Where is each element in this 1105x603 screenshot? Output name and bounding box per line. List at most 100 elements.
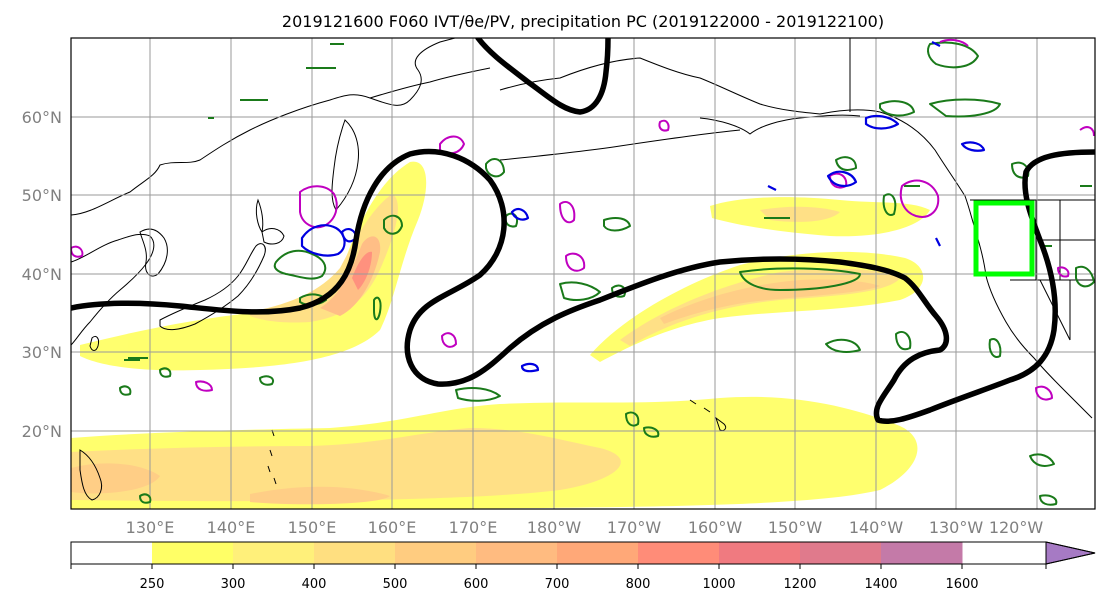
green-contour bbox=[882, 193, 897, 216]
green-contour bbox=[988, 338, 1002, 358]
colorbar-label: 600 bbox=[464, 577, 489, 592]
colorbar-label: 300 bbox=[221, 577, 246, 592]
colorbar-outline bbox=[70, 541, 1096, 565]
magenta-contour bbox=[939, 38, 1095, 137]
colorbar-bin bbox=[881, 542, 963, 564]
lat-label: 40°N bbox=[22, 265, 62, 284]
ivt-filled-contours bbox=[71, 161, 930, 509]
green-contour bbox=[835, 156, 857, 171]
colorbar: 250 300 400 500 600 700 800 1000 1200 1400 1600 bbox=[70, 541, 1096, 592]
coast-alaska bbox=[499, 57, 881, 115]
green-contour bbox=[764, 185, 1092, 247]
colorbar-bin bbox=[800, 542, 882, 564]
green-contour bbox=[603, 217, 631, 232]
colorbar-bin bbox=[233, 542, 315, 564]
green-contour bbox=[273, 249, 327, 280]
blue-contour bbox=[826, 170, 858, 188]
coast-hawaii bbox=[689, 399, 727, 431]
colorbar-label: 800 bbox=[626, 577, 651, 592]
magenta-contour bbox=[559, 201, 576, 224]
lon-label: 120°W bbox=[989, 518, 1044, 537]
lat-label: 30°N bbox=[22, 343, 62, 362]
coast-hokkaido bbox=[261, 228, 285, 245]
green-contour bbox=[643, 426, 660, 438]
blue-contour bbox=[510, 208, 530, 221]
lon-label: 160°E bbox=[368, 518, 417, 537]
magenta-contour bbox=[658, 119, 670, 132]
ivt-westpac-band bbox=[80, 161, 427, 371]
coast-taiwan bbox=[89, 335, 99, 351]
ivt-central-core bbox=[660, 279, 880, 324]
colorbar-label: 250 bbox=[140, 577, 165, 592]
colorbar-bin bbox=[638, 542, 720, 564]
colorbar-label: 400 bbox=[302, 577, 327, 592]
lon-label: 170°E bbox=[449, 518, 498, 537]
green-contour bbox=[1075, 265, 1095, 288]
longitude-labels: 130°E 140°E 150°E 160°E 170°E 180°W 170°… bbox=[126, 518, 1044, 537]
lon-label: 130°W bbox=[929, 518, 984, 537]
lat-label: 20°N bbox=[22, 422, 62, 441]
lon-label: 140°W bbox=[849, 518, 904, 537]
green-contour bbox=[825, 338, 861, 353]
colorbar-label: 700 bbox=[545, 577, 570, 592]
colorbar-labels: 250 300 400 500 600 700 800 1000 1200 1400 1600 bbox=[140, 577, 979, 592]
magenta-contour bbox=[1057, 266, 1070, 278]
lat-label: 60°N bbox=[22, 108, 62, 127]
ivt-west-patch bbox=[71, 463, 160, 494]
magenta-contour bbox=[899, 179, 940, 218]
green-contour bbox=[485, 157, 505, 178]
green-contour bbox=[383, 214, 403, 235]
magenta-contour bbox=[441, 332, 457, 348]
map-panel bbox=[71, 38, 1095, 509]
lon-label: 140°E bbox=[207, 518, 256, 537]
colorbar-bin bbox=[395, 542, 477, 564]
green-contour bbox=[259, 375, 274, 386]
green-contour bbox=[124, 43, 344, 361]
pv-contour-west bbox=[71, 148, 1095, 424]
green-contour bbox=[625, 411, 640, 427]
coast-alaska-south bbox=[699, 114, 861, 135]
green-contour bbox=[1029, 453, 1055, 467]
colorbar-label: 1200 bbox=[783, 577, 816, 592]
coast-bc-canada bbox=[879, 111, 977, 233]
green-contour bbox=[1039, 494, 1058, 506]
green-contour bbox=[929, 98, 1001, 118]
colorbar-extend-arrow bbox=[1045, 541, 1096, 565]
magenta-contour bbox=[195, 380, 213, 392]
ivt-tropical-band-core bbox=[250, 486, 390, 505]
green-contour bbox=[879, 100, 915, 117]
lon-label: 150°E bbox=[288, 518, 337, 537]
colorbar-ticks bbox=[70, 564, 1047, 569]
colorbar-label: 1600 bbox=[945, 577, 978, 592]
colorbar-label: 1400 bbox=[864, 577, 897, 592]
green-contour bbox=[159, 367, 172, 378]
blue-contour bbox=[520, 362, 540, 373]
coast-japan bbox=[159, 243, 266, 331]
colorbar-bin bbox=[476, 542, 558, 564]
lon-label: 160°W bbox=[688, 518, 743, 537]
colorbar-bin-empty bbox=[71, 542, 152, 564]
pv-contour-north bbox=[475, 38, 611, 115]
colorbar-label: 500 bbox=[383, 577, 408, 592]
coast-aleutians bbox=[499, 129, 741, 161]
theta-e-contours bbox=[119, 41, 1095, 506]
green-contour bbox=[119, 385, 132, 396]
pv-thick-contours bbox=[71, 38, 1095, 424]
ivt-westpac-max bbox=[352, 251, 372, 290]
green-contour bbox=[895, 330, 912, 351]
colorbar-bin bbox=[314, 542, 396, 564]
green-contour bbox=[739, 267, 861, 291]
lat-label: 50°N bbox=[22, 186, 62, 205]
colorbar-bins bbox=[152, 542, 963, 564]
magenta-contour bbox=[565, 252, 586, 272]
coast-philippines bbox=[79, 449, 103, 501]
coast-sakhalin bbox=[255, 198, 264, 234]
colorbar-bin bbox=[557, 542, 639, 564]
blue-contour bbox=[960, 141, 986, 152]
green-contour bbox=[927, 41, 979, 69]
colorbar-bin bbox=[152, 542, 234, 564]
green-contour bbox=[455, 387, 501, 402]
coast-mariana-islands bbox=[267, 429, 277, 485]
latitude-labels: 60°N 50°N 40°N 30°N 20°N bbox=[22, 108, 62, 441]
